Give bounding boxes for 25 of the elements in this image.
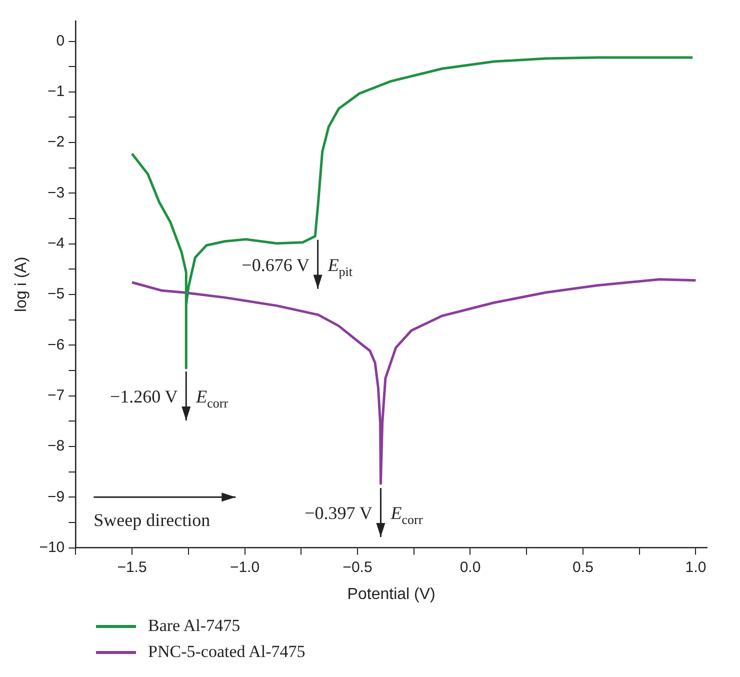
y-tick-label: −5 [48, 286, 65, 303]
annotation: −0.676 V [242, 254, 310, 275]
y-axis-title: log i (A) [13, 256, 30, 312]
x-tick-label: 1.0 [685, 558, 706, 576]
legend-label: Bare Al-7475 [148, 616, 240, 636]
y-tick-label: −6 [48, 336, 65, 354]
x-tick-label: 0.0 [460, 558, 481, 576]
x-tick-label: −0.5 [342, 558, 372, 576]
y-tick-label: −4 [48, 235, 65, 252]
y-tick-label: −9 [48, 488, 65, 506]
y-tick-label: 0 [56, 32, 65, 50]
annotation: Sweep direction [94, 510, 210, 530]
y-tick-label: −8 [48, 438, 65, 455]
y-tick-label: −2 [48, 134, 65, 151]
x-axis-title: Potential (V) [347, 586, 436, 603]
legend-label: PNC-5-coated Al-7475 [148, 642, 306, 662]
y-tick-label: −10 [39, 538, 65, 556]
x-tick-label: 0.5 [572, 558, 594, 576]
y-tick-label: −7 [48, 386, 65, 404]
y-tick-label: −1 [48, 83, 65, 100]
x-tick-label: −1.0 [230, 558, 260, 576]
y-tick-label: −3 [48, 184, 65, 202]
annotation: −1.260 V [110, 386, 178, 407]
annotation: −0.397 V [304, 503, 372, 524]
x-tick-label: −1.5 [117, 558, 147, 576]
